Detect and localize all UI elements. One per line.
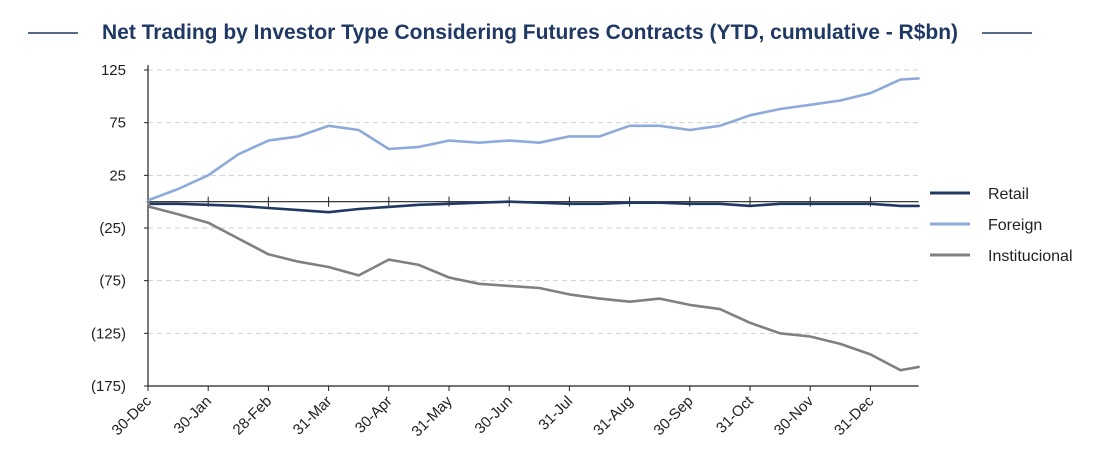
x-tick-label: 31-Jul — [535, 393, 576, 434]
x-tick-label: 31-Dec — [831, 392, 878, 439]
y-tick-label: 125 — [101, 62, 126, 79]
x-tick-label: 28-Feb — [230, 393, 276, 439]
legend-label-foreign: Foreign — [988, 217, 1042, 234]
y-tick-label: (75) — [99, 273, 126, 290]
x-tick-label: 31-May — [408, 392, 456, 440]
x-tick-label: 30-Nov — [771, 392, 818, 439]
y-tick-labels: 125 75 25 (25) (75) (125) (175) — [91, 62, 126, 395]
series-line-institucional — [146, 200, 920, 372]
legend: Retail Foreign Institucional — [930, 186, 1073, 265]
y-tick-label: 25 — [109, 167, 126, 184]
y-tick-label: (125) — [91, 325, 126, 342]
x-tick-label: 30-Sep — [650, 393, 696, 439]
x-tick-label: 30-Dec — [109, 392, 156, 439]
series-line-foreign — [146, 77, 920, 203]
x-tick-label: 31-Oct — [713, 392, 757, 436]
x-tick-label: 30-Jun — [472, 393, 516, 437]
x-tick-label: 31-Aug — [590, 393, 636, 439]
y-tick-label: (175) — [91, 378, 126, 395]
series-lines — [146, 77, 920, 372]
legend-label-institucional: Institucional — [988, 248, 1073, 265]
series-line-retail — [146, 200, 920, 214]
legend-label-retail: Retail — [988, 186, 1029, 203]
chart-title: Net Trading by Investor Type Considering… — [102, 21, 958, 44]
y-tick-label: (25) — [99, 220, 126, 237]
x-tick-label: 30-Apr — [352, 393, 396, 437]
x-tick-label: 30-Jan — [171, 393, 215, 437]
x-tick-label: 31-Mar — [290, 393, 336, 439]
x-tick-labels: 30-Dec 30-Jan 28-Feb 31-Mar 30-Apr 31-May 30-J… — [109, 392, 878, 440]
y-tick-label: 75 — [109, 115, 126, 132]
